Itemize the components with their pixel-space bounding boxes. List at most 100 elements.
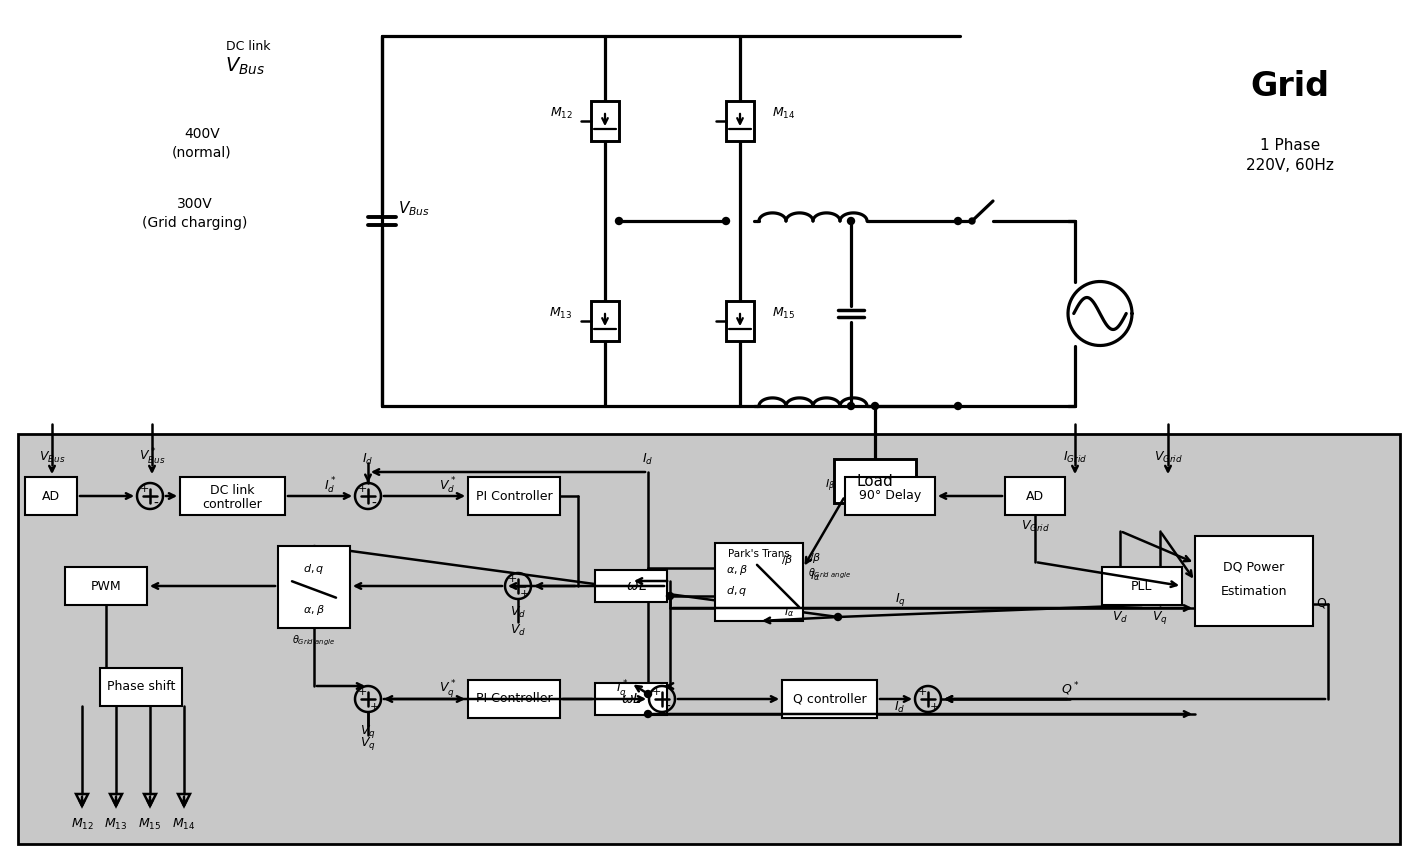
Bar xyxy=(25,477,76,515)
Text: $I_d$: $I_d$ xyxy=(895,700,906,715)
Circle shape xyxy=(954,218,961,225)
Text: +: + xyxy=(520,589,528,599)
Circle shape xyxy=(644,710,651,717)
Bar xyxy=(469,477,559,515)
Circle shape xyxy=(644,690,651,697)
Text: $I_{Grid}$: $I_{Grid}$ xyxy=(1063,449,1087,465)
Bar xyxy=(1005,477,1065,515)
Circle shape xyxy=(834,613,841,620)
Bar xyxy=(715,543,803,621)
Text: $V_{Bus}$: $V_{Bus}$ xyxy=(38,449,65,465)
Text: $I_\alpha$: $I_\alpha$ xyxy=(784,605,794,619)
Text: +: + xyxy=(357,687,367,697)
Text: $\alpha,\beta$: $\alpha,\beta$ xyxy=(726,563,748,577)
Text: (normal): (normal) xyxy=(173,145,232,159)
Text: $I_q^*$: $I_q^*$ xyxy=(616,678,629,700)
Text: $V_d$: $V_d$ xyxy=(1112,609,1129,625)
Text: +: + xyxy=(929,702,939,712)
Circle shape xyxy=(871,403,878,410)
Text: $I_d$: $I_d$ xyxy=(362,452,374,467)
Circle shape xyxy=(667,593,674,600)
Text: 300V: 300V xyxy=(177,197,212,211)
Text: $V_q$: $V_q$ xyxy=(1153,608,1168,626)
Text: $\omega L$: $\omega L$ xyxy=(620,692,641,706)
Text: +: + xyxy=(918,687,926,697)
Bar xyxy=(1102,567,1182,605)
Circle shape xyxy=(954,403,961,410)
Text: $M_{13}$: $M_{13}$ xyxy=(105,816,127,831)
Text: DC link: DC link xyxy=(210,484,255,497)
Bar xyxy=(782,680,877,718)
Bar xyxy=(65,567,147,605)
Text: +: + xyxy=(651,687,661,697)
Text: $V_q$: $V_q$ xyxy=(360,723,375,740)
Text: $-\omega L$: $-\omega L$ xyxy=(615,579,647,593)
Text: AD: AD xyxy=(1027,490,1044,503)
Text: +: + xyxy=(370,702,378,712)
Text: $V_{Bus}$: $V_{Bus}$ xyxy=(225,55,265,77)
Text: $d,q$: $d,q$ xyxy=(726,584,748,599)
Text: Q controller: Q controller xyxy=(793,693,867,706)
Text: 400V: 400V xyxy=(184,127,219,141)
Text: $I_\beta$: $I_\beta$ xyxy=(826,478,835,494)
Text: $V_{Bus}$: $V_{Bus}$ xyxy=(398,200,430,219)
Text: $M_{12}$: $M_{12}$ xyxy=(71,816,93,831)
Bar xyxy=(595,683,667,715)
Text: $M_{15}$: $M_{15}$ xyxy=(139,816,161,831)
Bar xyxy=(845,477,935,515)
Text: $I_q$: $I_q$ xyxy=(895,592,905,608)
Text: 1 Phase: 1 Phase xyxy=(1260,138,1320,154)
Text: $/ \beta$: $/ \beta$ xyxy=(780,553,793,567)
Bar xyxy=(726,301,753,341)
Text: $V_{Grid}$: $V_{Grid}$ xyxy=(1154,449,1182,465)
Bar xyxy=(590,301,619,341)
Text: $V_q$: $V_q$ xyxy=(360,734,375,752)
Text: $V_q^*$: $V_q^*$ xyxy=(439,678,456,700)
Bar xyxy=(1195,536,1313,626)
Bar xyxy=(834,459,916,503)
Text: AD: AD xyxy=(42,490,59,503)
Text: $I_\alpha$: $I_\alpha$ xyxy=(810,569,820,583)
Text: -: - xyxy=(371,497,377,511)
Bar xyxy=(469,680,559,718)
Text: $M_{15}$: $M_{15}$ xyxy=(772,306,796,321)
Bar xyxy=(18,434,1400,844)
Text: PLL: PLL xyxy=(1131,580,1153,593)
Bar xyxy=(726,101,753,141)
Text: 90° Delay: 90° Delay xyxy=(860,490,922,503)
Text: $/ \beta$: $/ \beta$ xyxy=(809,551,821,565)
Text: $M_{13}$: $M_{13}$ xyxy=(549,306,572,321)
Text: +: + xyxy=(357,484,367,494)
Text: $M_{12}$: $M_{12}$ xyxy=(549,105,572,121)
Text: controller: controller xyxy=(202,499,262,511)
Text: $M_{14}$: $M_{14}$ xyxy=(173,816,195,831)
Bar xyxy=(101,668,183,706)
Text: $\alpha,\beta$: $\alpha,\beta$ xyxy=(303,603,324,617)
Text: Load: Load xyxy=(857,473,893,488)
Text: -: - xyxy=(666,700,670,714)
Text: Estimation: Estimation xyxy=(1221,585,1287,598)
Text: $\theta_{Grid\ angle}$: $\theta_{Grid\ angle}$ xyxy=(809,567,851,581)
Circle shape xyxy=(848,403,854,410)
Text: +: + xyxy=(139,484,149,494)
Text: Park's Trans: Park's Trans xyxy=(728,549,790,559)
Text: +: + xyxy=(507,574,517,584)
Bar xyxy=(590,101,619,141)
Text: DC link: DC link xyxy=(225,40,270,53)
Circle shape xyxy=(616,218,623,225)
Text: PI Controller: PI Controller xyxy=(476,693,552,706)
Text: $Q^*$: $Q^*$ xyxy=(1061,680,1079,698)
Text: Q: Q xyxy=(1315,597,1325,610)
Bar xyxy=(595,570,667,602)
Text: PI Controller: PI Controller xyxy=(476,490,552,503)
Text: $\theta_{Grid\ angle}$: $\theta_{Grid\ angle}$ xyxy=(293,634,336,648)
Circle shape xyxy=(722,218,729,225)
Text: $V_d$: $V_d$ xyxy=(510,605,527,619)
Circle shape xyxy=(969,218,976,224)
Text: Phase shift: Phase shift xyxy=(106,681,176,694)
Text: $I_d^*$: $I_d^*$ xyxy=(324,476,336,496)
Text: 220V, 60Hz: 220V, 60Hz xyxy=(1246,158,1334,174)
Text: $V_d$: $V_d$ xyxy=(510,622,527,638)
Text: $I_d$: $I_d$ xyxy=(643,452,654,467)
Circle shape xyxy=(848,218,854,225)
